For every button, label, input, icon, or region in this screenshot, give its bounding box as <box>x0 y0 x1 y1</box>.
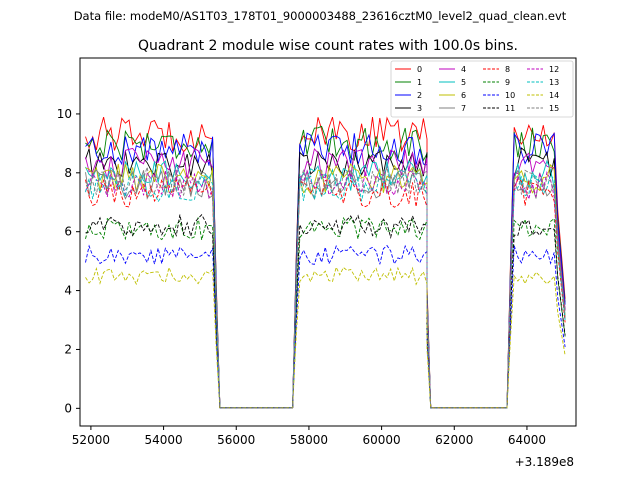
legend-label-9: 9 <box>505 78 510 87</box>
x-tick-label: 64000 <box>508 433 546 447</box>
legend-box <box>390 60 574 118</box>
y-tick-label: 2 <box>64 342 72 356</box>
series-line-8 <box>85 178 566 409</box>
legend-label-10: 10 <box>505 91 515 100</box>
x-tick-label: 60000 <box>363 433 401 447</box>
series-line-14 <box>85 265 566 409</box>
legend-label-12: 12 <box>549 65 559 74</box>
x-tick-label: 56000 <box>217 433 255 447</box>
x-tick-label: 62000 <box>435 433 473 447</box>
y-tick-label: 8 <box>64 166 72 180</box>
legend-label-15: 15 <box>549 104 559 113</box>
y-tick-label: 0 <box>64 401 72 415</box>
legend-label-2: 2 <box>417 91 422 100</box>
legend-label-11: 11 <box>505 104 515 113</box>
series-line-15 <box>85 166 566 409</box>
y-tick-label: 4 <box>64 284 72 298</box>
x-tick-label: 52000 <box>72 433 110 447</box>
legend-label-5: 5 <box>461 78 466 87</box>
chart-title: Quadrant 2 module wise count rates with … <box>138 38 518 54</box>
suptitle: Data file: modeM0/AS1T03_178T01_90000034… <box>74 9 567 23</box>
legend-label-1: 1 <box>417 78 422 87</box>
legend-label-0: 0 <box>417 65 422 74</box>
y-axis: 0 2 4 6 8 10 <box>57 107 80 415</box>
legend-label-14: 14 <box>549 91 559 100</box>
legend-label-3: 3 <box>417 104 422 113</box>
y-tick-label: 10 <box>57 107 72 121</box>
x-offset-label: +3.189e8 <box>515 455 574 469</box>
legend-label-8: 8 <box>505 65 510 74</box>
y-tick-label: 6 <box>64 225 72 239</box>
x-tick-label: 54000 <box>144 433 182 447</box>
plot-area <box>79 57 577 427</box>
legend-label-13: 13 <box>549 78 559 87</box>
x-axis: 52000 54000 56000 58000 60000 62000 64000 <box>72 426 546 447</box>
series-line-12 <box>85 169 566 409</box>
legend-label-4: 4 <box>461 65 466 74</box>
legend-label-7: 7 <box>461 104 466 113</box>
axes-frame <box>79 57 577 427</box>
x-tick-label: 58000 <box>290 433 328 447</box>
series-layer <box>85 116 566 409</box>
legend-label-6: 6 <box>461 91 466 100</box>
